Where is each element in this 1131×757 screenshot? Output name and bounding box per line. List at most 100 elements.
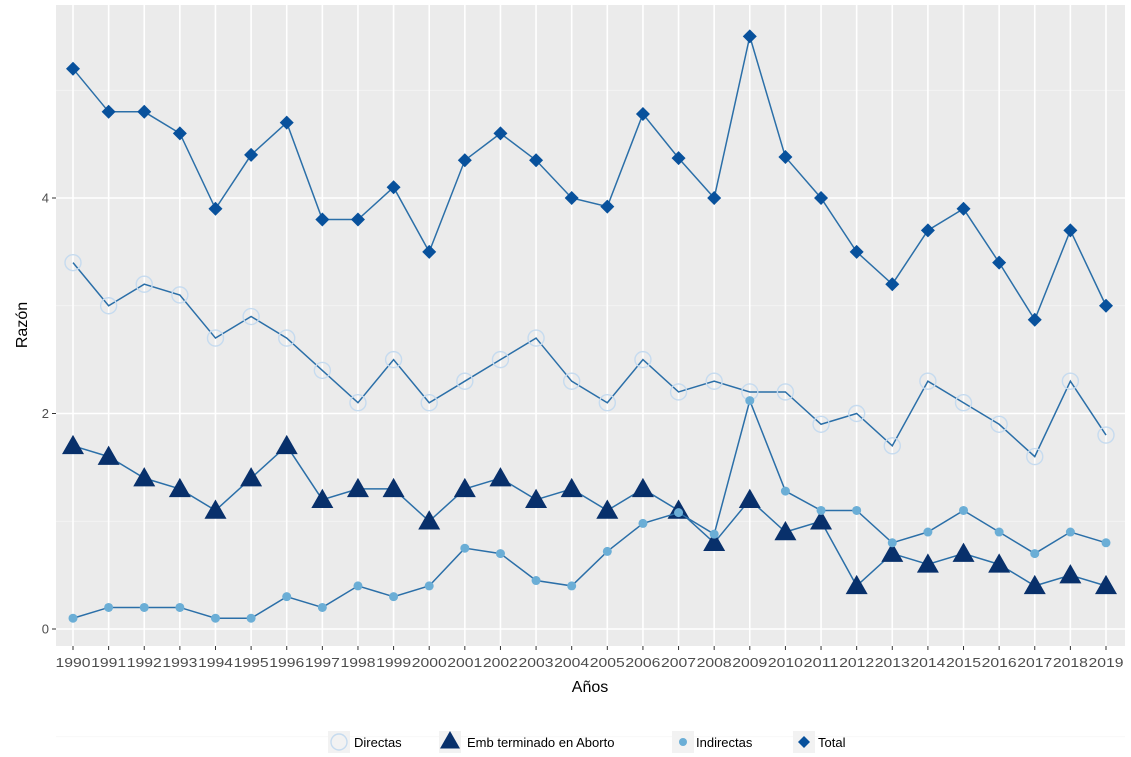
x-tick-label: 2001 xyxy=(447,655,482,670)
data-point xyxy=(745,396,755,406)
data-point xyxy=(816,505,826,515)
x-tick-label: 2004 xyxy=(554,655,589,670)
data-point xyxy=(389,592,399,602)
data-point xyxy=(489,467,512,487)
x-tick-label: 1993 xyxy=(162,655,197,670)
data-point xyxy=(275,434,298,455)
series-layer xyxy=(62,29,1117,623)
series-directas xyxy=(64,253,1115,466)
x-axis-title: Años xyxy=(572,679,608,696)
y-tick-label: 2 xyxy=(42,406,49,421)
data-point xyxy=(204,499,227,519)
data-point xyxy=(491,350,510,369)
data-point xyxy=(527,329,545,347)
x-tick-label: 2000 xyxy=(412,655,447,670)
data-point xyxy=(703,531,726,552)
data-point xyxy=(742,29,757,44)
data-point xyxy=(420,394,438,412)
data-point xyxy=(994,527,1004,537)
data-point xyxy=(602,546,612,556)
data-point xyxy=(988,553,1011,573)
data-point xyxy=(386,180,401,195)
data-point xyxy=(424,581,434,591)
data-point xyxy=(278,329,296,347)
data-point xyxy=(992,255,1007,270)
data-point xyxy=(1030,549,1040,559)
data-point xyxy=(208,201,223,216)
data-point xyxy=(959,505,969,515)
data-point xyxy=(525,488,548,508)
series-emb-terminado-en-aborto xyxy=(62,434,1117,595)
x-tick-label: 2016 xyxy=(982,655,1017,670)
x-tick-label: 2017 xyxy=(1017,655,1052,670)
legend-key-marker xyxy=(330,733,348,751)
data-point xyxy=(1101,538,1111,548)
data-point xyxy=(382,477,405,498)
x-tick-label: 1991 xyxy=(91,655,126,670)
data-point xyxy=(990,415,1008,433)
data-point xyxy=(634,350,652,369)
x-tick-label: 2011 xyxy=(804,655,839,670)
data-point xyxy=(560,477,583,498)
data-point xyxy=(68,613,78,623)
x-tick-label: 2013 xyxy=(875,655,910,670)
data-point xyxy=(168,477,191,498)
data-point xyxy=(313,361,332,380)
data-point xyxy=(596,499,619,519)
data-point xyxy=(709,529,719,539)
data-point xyxy=(1061,372,1080,390)
x-tick-label: 2002 xyxy=(483,655,518,670)
data-point xyxy=(778,150,793,165)
y-tick-label: 4 xyxy=(42,191,49,206)
data-point xyxy=(598,394,617,412)
x-tick-label: 1995 xyxy=(234,655,269,670)
data-point xyxy=(317,602,327,612)
data-point xyxy=(631,477,654,498)
data-point xyxy=(671,151,686,166)
data-point xyxy=(923,527,933,537)
legend-label: Emb terminado en Aborto xyxy=(467,735,614,750)
data-point xyxy=(1026,447,1044,466)
data-point xyxy=(780,486,790,496)
data-point xyxy=(638,518,648,528)
data-point xyxy=(242,307,260,326)
data-point xyxy=(916,553,939,573)
data-point xyxy=(97,445,120,465)
data-point xyxy=(457,153,472,168)
panel-background xyxy=(56,5,1125,646)
data-point xyxy=(240,467,263,487)
x-tick-label: 2019 xyxy=(1089,655,1124,670)
legend-label: Total xyxy=(818,735,846,750)
data-point xyxy=(172,126,187,141)
x-tick-label: 1998 xyxy=(340,655,375,670)
data-point xyxy=(133,467,156,487)
data-point xyxy=(495,549,505,559)
data-point xyxy=(64,253,82,272)
data-point xyxy=(529,153,544,168)
x-tick-label: 2009 xyxy=(732,655,767,670)
axes: 0 2 4 1990 1991 1992 1993 1994 1995 1996 1997 1998 1… xyxy=(42,191,1124,671)
data-point xyxy=(567,581,577,591)
data-point xyxy=(418,510,441,530)
legend-key-marker xyxy=(679,738,687,746)
x-tick-label: 1997 xyxy=(305,655,340,670)
data-point xyxy=(456,372,474,390)
data-point xyxy=(246,613,256,623)
data-point xyxy=(244,147,259,162)
data-point xyxy=(1023,574,1046,595)
data-point xyxy=(881,542,904,562)
data-point xyxy=(635,106,650,121)
data-point xyxy=(135,275,153,293)
data-point xyxy=(920,223,935,238)
data-point xyxy=(1059,564,1082,584)
data-point xyxy=(210,613,220,623)
series-total xyxy=(66,29,1113,327)
x-tick-label: 1996 xyxy=(269,655,304,670)
data-point xyxy=(952,542,975,562)
data-point xyxy=(422,244,437,259)
x-tick-label: 2010 xyxy=(768,655,803,670)
data-point xyxy=(885,277,900,292)
data-point xyxy=(137,104,152,119)
data-point xyxy=(845,574,868,595)
